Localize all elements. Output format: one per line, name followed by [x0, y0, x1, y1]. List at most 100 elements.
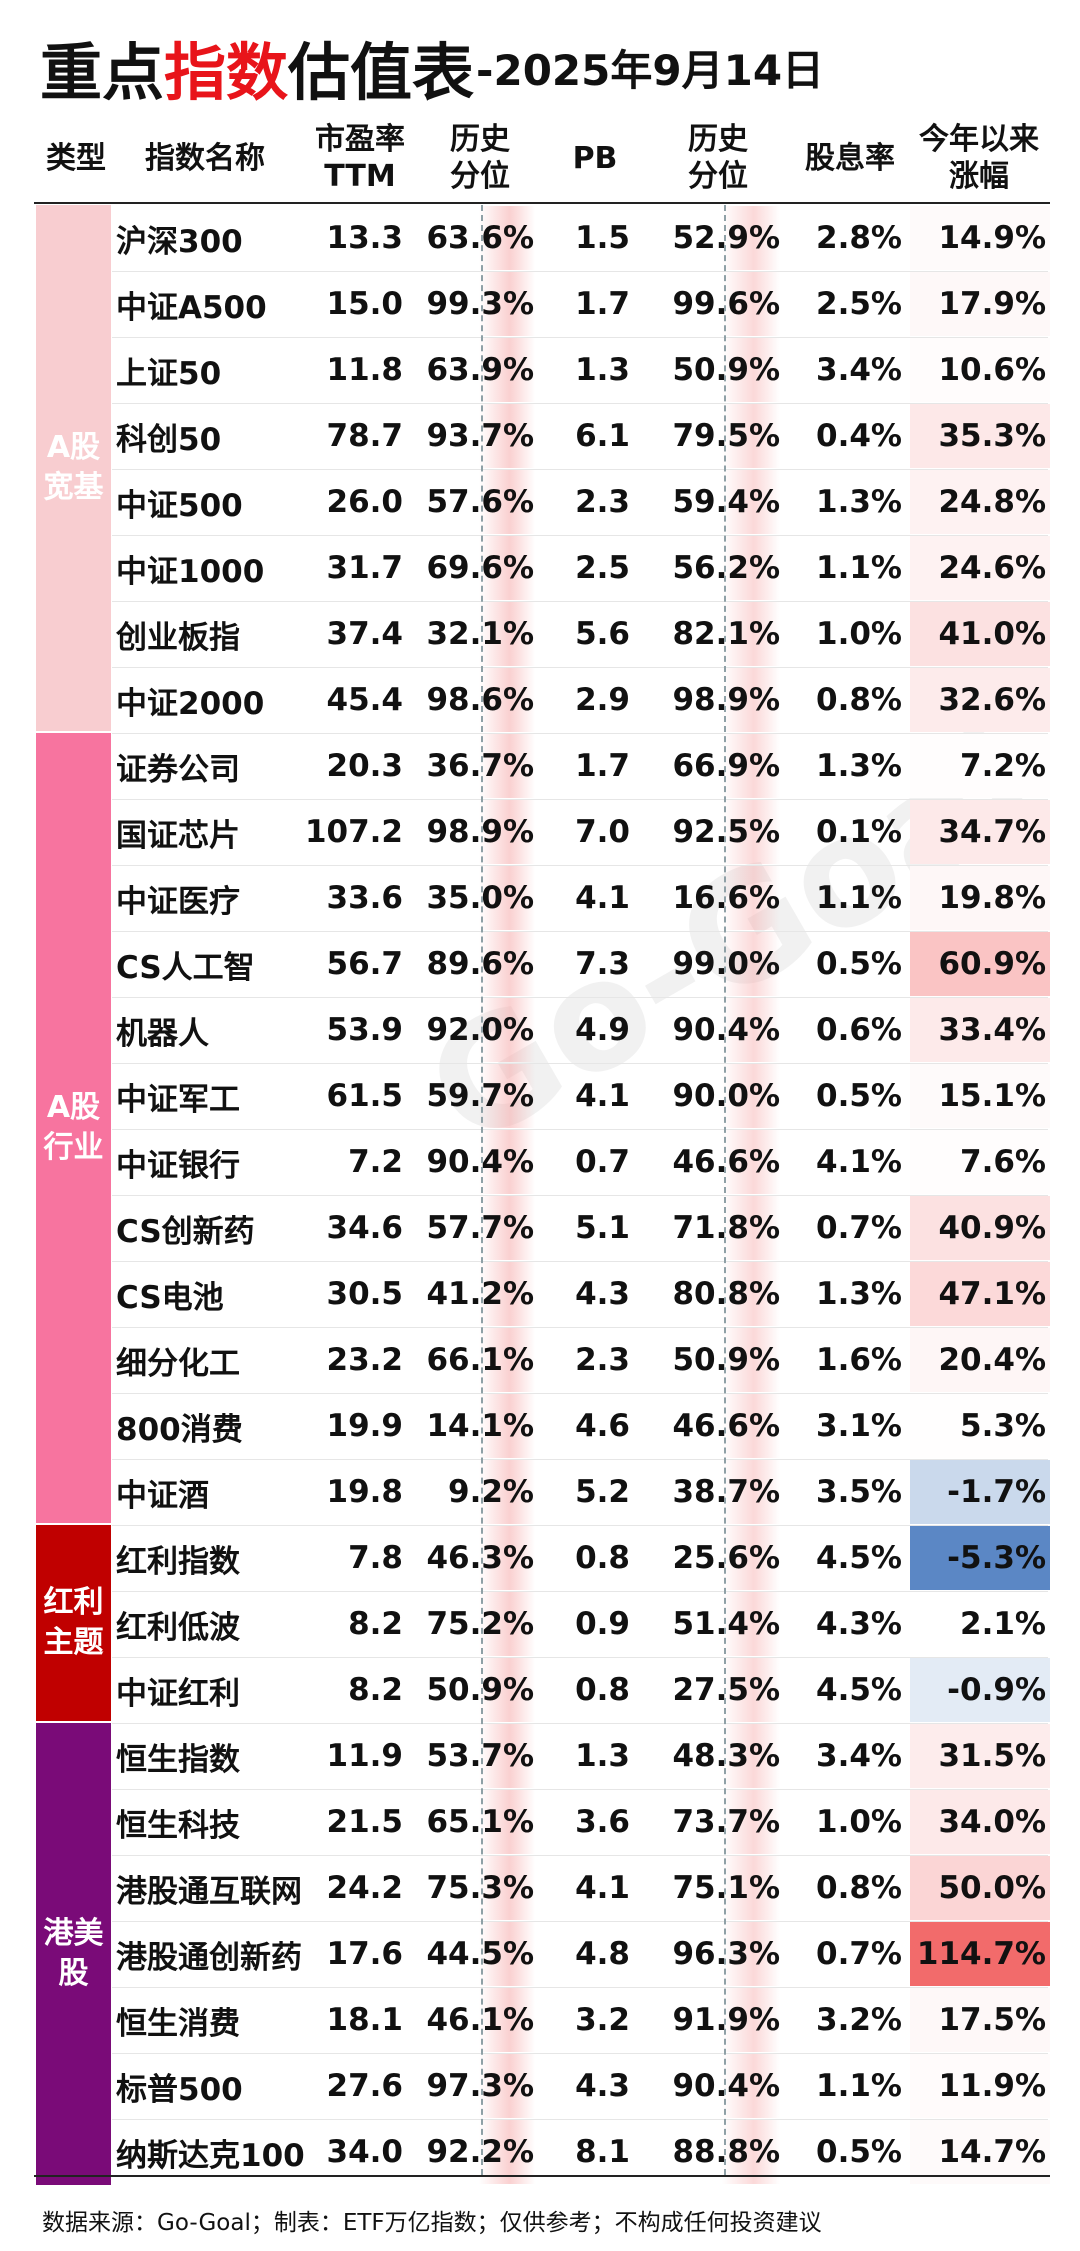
ytd-gain: 33.4% — [938, 1012, 1046, 1048]
index-name: 标普500 — [116, 2071, 243, 2108]
pe-percentile-shade — [479, 998, 535, 1062]
pe-percentile-shade — [479, 1526, 535, 1590]
index-name: 中证1000 — [116, 553, 265, 590]
dividend-yield: 1.3% — [816, 1276, 902, 1312]
pb-percentile: 50.9% — [672, 352, 780, 388]
pe-percentile: 65.1% — [426, 1804, 534, 1840]
dividend-yield: 1.6% — [816, 1342, 902, 1378]
ytd-gain: 20.4% — [938, 1342, 1046, 1378]
index-name: 科创50 — [116, 421, 222, 458]
pe-percentile: 69.6% — [426, 550, 534, 586]
pe-ttm: 8.2 — [348, 1606, 403, 1642]
index-name: 中证A500 — [116, 289, 267, 326]
row-separator — [112, 1063, 1048, 1064]
dividend-yield: 0.7% — [816, 1210, 902, 1246]
table-row: CS人工智 56.7 89.6% 7.3 99.0% 0.5% 60.9% — [0, 931, 1080, 997]
pb-percentile: 38.7% — [672, 1474, 780, 1510]
pb-percentile-shade — [722, 272, 780, 336]
ytd-gain: 7.2% — [960, 748, 1046, 784]
pb-percentile: 66.9% — [672, 748, 780, 784]
pe-percentile-shade — [479, 536, 535, 600]
dividend-yield: 3.1% — [816, 1408, 902, 1444]
ytd-gain: 5.3% — [960, 1408, 1046, 1444]
index-name: 证券公司 — [116, 751, 240, 788]
pe-percentile-shade — [479, 1460, 535, 1524]
row-separator — [112, 1789, 1048, 1790]
index-name: 恒生指数 — [116, 1741, 240, 1778]
pb-value: 1.5 — [575, 220, 630, 256]
row-separator — [112, 469, 1048, 470]
row-separator — [112, 1129, 1048, 1130]
pe-percentile: 99.3% — [426, 286, 534, 322]
ytd-gain: 34.0% — [938, 1804, 1046, 1840]
ytd-heat-cell — [910, 1922, 1050, 1986]
pe-percentile: 36.7% — [426, 748, 534, 784]
pb-percentile-shade — [722, 1526, 780, 1590]
pe-percentile-shade — [479, 1262, 535, 1326]
pb-value: 8.1 — [575, 2134, 630, 2170]
pb-percentile: 59.4% — [672, 484, 780, 520]
category-label-line-1: 港美 — [43, 1915, 104, 1951]
table-row: 创业板指 37.4 32.1% 5.6 82.1% 1.0% 41.0% — [0, 601, 1080, 667]
pb-value: 5.6 — [575, 616, 630, 652]
index-name: 机器人 — [116, 1015, 209, 1052]
pb-value: 4.1 — [575, 880, 630, 916]
pb-percentile: 52.9% — [672, 220, 780, 256]
table-row: 中证2000 45.4 98.6% 2.9 98.9% 0.8% 32.6% — [0, 667, 1080, 733]
ytd-heat-cell — [910, 1856, 1050, 1920]
pb-value: 3.6 — [575, 1804, 630, 1840]
table-row: 恒生科技 21.5 65.1% 3.6 73.7% 1.0% 34.0% — [0, 1789, 1080, 1855]
pe-percentile: 57.7% — [426, 1210, 534, 1246]
pe-percentile-shade — [479, 272, 535, 336]
row-separator — [112, 1195, 1048, 1196]
pe-ttm: 17.6 — [326, 1936, 404, 1972]
ytd-heat-cell — [910, 470, 1050, 534]
title-part-1: 重点 — [40, 36, 165, 109]
ytd-gain: 17.9% — [938, 286, 1046, 322]
dividend-yield: 0.5% — [816, 1078, 902, 1114]
dividend-yield: 1.1% — [816, 2068, 902, 2104]
ytd-heat-cell — [910, 2054, 1050, 2118]
ytd-gain: 14.7% — [938, 2134, 1046, 2170]
index-name: 创业板指 — [116, 619, 240, 656]
dividend-yield: 3.4% — [816, 352, 902, 388]
pe-ttm: 26.0 — [326, 484, 404, 520]
pb-value: 7.0 — [575, 814, 630, 850]
pe-percentile-shade — [479, 932, 535, 996]
row-separator — [112, 337, 1048, 338]
header-ytd-gain: 今年以来 涨幅 — [919, 122, 1039, 194]
header-pb: PB — [572, 140, 618, 176]
pe-ttm: 23.2 — [326, 1342, 404, 1378]
pb-value: 4.8 — [575, 1936, 630, 1972]
pb-percentile-guide — [724, 205, 726, 2175]
dividend-yield: 0.6% — [816, 1012, 902, 1048]
pb-percentile-shade — [722, 1064, 780, 1128]
pb-percentile-shade — [722, 206, 780, 270]
pe-ttm: 13.3 — [326, 220, 404, 256]
pb-percentile-shade — [722, 1196, 780, 1260]
pb-percentile: 51.4% — [672, 1606, 780, 1642]
ytd-gain: 40.9% — [938, 1210, 1046, 1246]
pb-percentile: 96.3% — [672, 1936, 780, 1972]
dividend-yield: 1.0% — [816, 616, 902, 652]
pe-percentile: 75.3% — [426, 1870, 534, 1906]
ytd-heat-cell — [910, 1526, 1050, 1590]
row-separator — [112, 1987, 1048, 1988]
dividend-yield: 2.5% — [816, 286, 902, 322]
pb-value: 2.9 — [575, 682, 630, 718]
pe-percentile: 63.6% — [426, 220, 534, 256]
pe-ttm: 45.4 — [326, 682, 404, 718]
ytd-gain: 2.1% — [960, 1606, 1046, 1642]
table-row: CS创新药 34.6 57.7% 5.1 71.8% 0.7% 40.9% — [0, 1195, 1080, 1261]
ytd-gain: 41.0% — [938, 616, 1046, 652]
index-name: 港股通创新药 — [116, 1939, 302, 1976]
pb-percentile: 90.4% — [672, 1012, 780, 1048]
pb-percentile-shade — [722, 866, 780, 930]
pe-percentile-shade — [479, 470, 535, 534]
pe-ttm: 20.3 — [326, 748, 404, 784]
pe-percentile: 46.3% — [426, 1540, 534, 1576]
pb-value: 4.3 — [575, 1276, 630, 1312]
pb-percentile: 25.6% — [672, 1540, 780, 1576]
pe-percentile: 35.0% — [426, 880, 534, 916]
pb-value: 3.2 — [575, 2002, 630, 2038]
